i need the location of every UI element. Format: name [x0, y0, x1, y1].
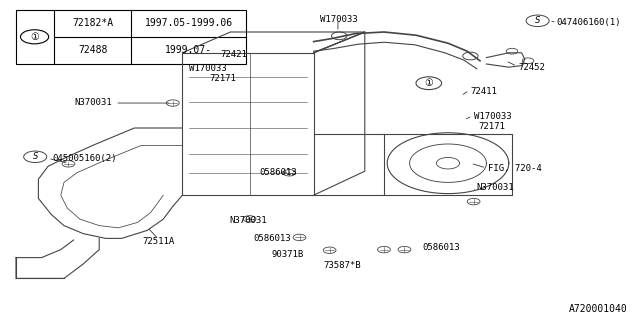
- Text: 72511A: 72511A: [143, 237, 175, 246]
- Text: A720001040: A720001040: [568, 304, 627, 314]
- Text: W170033: W170033: [321, 15, 358, 24]
- Circle shape: [243, 216, 256, 222]
- Text: S: S: [535, 16, 540, 25]
- Circle shape: [62, 161, 75, 167]
- Text: 72452: 72452: [518, 63, 545, 72]
- Text: 72182*A: 72182*A: [72, 18, 113, 28]
- Circle shape: [283, 170, 296, 176]
- Circle shape: [378, 246, 390, 253]
- Text: 72171: 72171: [209, 74, 236, 83]
- Text: 047406160(1): 047406160(1): [557, 18, 621, 27]
- Text: N370031: N370031: [74, 98, 112, 107]
- Text: N370031: N370031: [477, 183, 515, 192]
- Text: 1999.07-: 1999.07-: [165, 45, 212, 55]
- Text: 0586013: 0586013: [253, 234, 291, 243]
- Circle shape: [24, 151, 47, 163]
- Text: 72171: 72171: [479, 122, 506, 131]
- Text: N370031: N370031: [230, 216, 267, 225]
- Circle shape: [293, 234, 306, 241]
- Text: 045005160(2): 045005160(2): [52, 154, 117, 163]
- Text: FIG. 720-4: FIG. 720-4: [488, 164, 541, 173]
- Circle shape: [398, 246, 411, 253]
- Text: 72488: 72488: [78, 45, 108, 55]
- Text: 72411: 72411: [470, 87, 497, 96]
- Circle shape: [332, 32, 347, 40]
- Circle shape: [166, 100, 179, 106]
- Text: ①: ①: [424, 78, 433, 88]
- Text: 1997.05-1999.06: 1997.05-1999.06: [145, 18, 233, 28]
- Circle shape: [323, 247, 336, 253]
- Bar: [16, 10, 246, 64]
- Text: 73587*B: 73587*B: [324, 261, 361, 270]
- Text: W170033: W170033: [189, 64, 227, 73]
- Circle shape: [522, 58, 534, 64]
- Text: S: S: [33, 152, 38, 161]
- Circle shape: [467, 198, 480, 205]
- Circle shape: [20, 30, 49, 44]
- Text: 72421: 72421: [220, 50, 247, 59]
- Text: 0586013: 0586013: [260, 168, 297, 177]
- Text: W170033: W170033: [474, 112, 511, 121]
- Circle shape: [416, 77, 442, 90]
- Text: 0586013: 0586013: [422, 244, 460, 252]
- Text: 90371B: 90371B: [272, 250, 304, 259]
- Circle shape: [463, 52, 478, 60]
- Circle shape: [526, 15, 549, 27]
- Text: ①: ①: [30, 32, 39, 42]
- Circle shape: [506, 48, 518, 54]
